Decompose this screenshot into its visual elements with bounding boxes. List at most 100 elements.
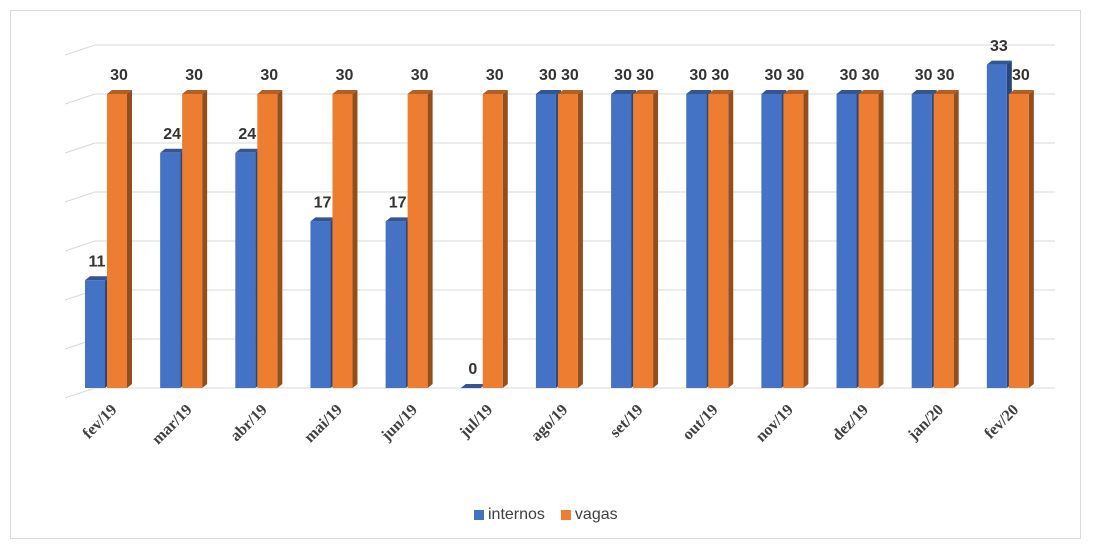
legend-swatch: [560, 510, 571, 520]
legend-label: internos: [488, 506, 545, 523]
bar-front: [1008, 94, 1029, 388]
bar: [633, 90, 659, 388]
bar: [235, 148, 261, 388]
x-tick-label: mar/19: [149, 401, 196, 448]
bar-front: [858, 94, 879, 388]
bar-front: [557, 94, 578, 388]
value-label: 30: [711, 67, 729, 84]
bar-top: [310, 217, 336, 222]
x-tick-label: fev/19: [80, 401, 121, 442]
bar: [761, 90, 787, 388]
value-label: 30: [915, 67, 933, 84]
x-tick-label: out/19: [679, 401, 721, 443]
value-label: 24: [238, 126, 256, 143]
bar-side: [1028, 90, 1034, 388]
bar-side: [277, 90, 283, 388]
bar: [182, 90, 208, 388]
x-tick-label: set/19: [607, 401, 647, 441]
bar-top: [332, 90, 358, 94]
bar-top: [783, 90, 809, 94]
x-tick-label: jul/19: [456, 401, 496, 441]
x-tick-label: dez/19: [829, 401, 872, 444]
bar: [482, 90, 508, 388]
value-label: 30: [185, 67, 203, 84]
value-label: 30: [110, 67, 128, 84]
value-label: 30: [1012, 67, 1030, 84]
bar-front: [235, 152, 256, 388]
grid-line: [64, 387, 1055, 399]
bar: [310, 217, 336, 388]
bar-top: [85, 276, 110, 281]
legend-swatch: [474, 510, 484, 520]
value-label: 30: [486, 67, 504, 84]
value-label: 17: [389, 195, 407, 212]
bar-top: [911, 90, 937, 94]
bar-top: [557, 90, 583, 94]
value-label: 30: [937, 67, 955, 84]
bar: [85, 276, 110, 388]
value-label: 30: [786, 67, 804, 84]
bar-side: [127, 90, 132, 388]
bar-top: [160, 148, 186, 153]
bar-top: [633, 90, 659, 94]
bar-top: [708, 90, 734, 94]
value-label: 0: [468, 361, 477, 378]
bar: [836, 90, 862, 388]
value-label: 30: [689, 67, 707, 84]
bar-front: [160, 152, 181, 388]
bar-top: [235, 148, 261, 153]
value-label: 30: [336, 67, 354, 84]
bar-top: [385, 217, 411, 222]
grid-floor: [64, 142, 96, 154]
bar-front: [911, 94, 932, 388]
value-label: 30: [862, 67, 880, 84]
value-label: 24: [163, 126, 181, 143]
bar: [535, 90, 561, 388]
grid-floor: [64, 93, 96, 105]
x-tick-label: jun/19: [377, 401, 421, 445]
value-label: 33: [990, 38, 1008, 55]
bar-top: [257, 90, 283, 94]
bar-top: [858, 90, 884, 94]
value-label: 30: [411, 67, 429, 84]
bar: [407, 90, 433, 388]
value-label: 30: [539, 67, 557, 84]
bar-top: [611, 90, 637, 94]
bar: [107, 90, 132, 388]
grid-line: [64, 44, 1055, 56]
bar-front: [310, 221, 331, 388]
bar-side: [728, 90, 734, 388]
bar-top: [761, 90, 787, 94]
bar: [332, 90, 358, 388]
grid-floor: [64, 387, 96, 399]
value-label: 17: [314, 195, 332, 212]
x-tick-label: fev/20: [981, 401, 1022, 442]
bar-top: [986, 60, 1012, 65]
bar: [257, 90, 283, 388]
value-label: 11: [89, 253, 106, 270]
bar: [385, 217, 411, 388]
bar: [611, 90, 637, 388]
bar-front: [708, 94, 729, 388]
bar-front: [686, 94, 707, 388]
bar-front: [257, 94, 278, 388]
bar-side: [653, 90, 659, 388]
bar-front: [986, 64, 1007, 388]
value-label: 30: [614, 67, 632, 84]
bar-top: [482, 90, 508, 94]
bar: [686, 90, 712, 388]
bar-side: [352, 90, 358, 388]
bar-front: [633, 94, 654, 388]
bar-top: [1008, 90, 1034, 94]
bar-side: [878, 90, 884, 388]
grid-floor: [64, 191, 96, 203]
value-label: 30: [840, 67, 858, 84]
value-label: 30: [636, 67, 654, 84]
bar-front: [761, 94, 782, 388]
bar: [858, 90, 884, 388]
bar-side: [577, 90, 583, 388]
bar-front: [107, 94, 127, 388]
x-tick-label: jan/20: [904, 401, 947, 444]
bar-top: [836, 90, 862, 94]
